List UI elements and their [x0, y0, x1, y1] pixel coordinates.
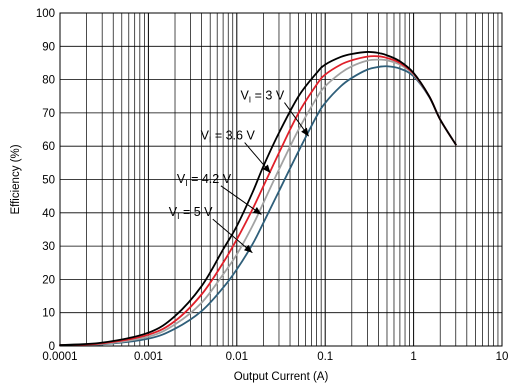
annotation-label: VI = 4.2 V — [177, 172, 232, 188]
series-line-3 — [59, 58, 457, 347]
annotation-label: VI = 3 V — [240, 89, 284, 105]
plot-frame — [59, 12, 503, 347]
grid-layer — [60, 13, 502, 346]
annotation-label: VI = 5 V — [169, 205, 213, 221]
y-tick-label: 20 — [42, 274, 55, 286]
tick-label-layer: 0.0001 0.001 0.01 0.1 1 100102030405060708090… — [36, 8, 509, 363]
series-line-2 — [59, 55, 457, 347]
y-tick-label: 0 — [49, 341, 55, 353]
y-tick-label: 90 — [42, 41, 55, 53]
y-tick-label: 10 — [42, 308, 55, 320]
y-tick-label: 70 — [42, 108, 55, 120]
series-line-4 — [59, 65, 457, 347]
y-tick-label: 100 — [36, 8, 55, 20]
x-axis-title: Output Current (A) — [234, 371, 329, 383]
annotation-arrow-head — [262, 164, 271, 173]
annotation-arrow-line — [220, 185, 262, 215]
y-tick-label: 60 — [42, 141, 55, 153]
y-tick-label: 40 — [42, 208, 55, 220]
annotation-arrow-head — [301, 127, 309, 137]
x-tick-label: 0.001 — [134, 351, 163, 363]
annotation-layer: VI = 3 V VI = 3.6 V VI = 4.2 V VI = 5 V — [169, 89, 310, 254]
series-line-1 — [59, 51, 457, 346]
series-layer — [59, 51, 457, 347]
annotation-arrow-line — [212, 218, 253, 254]
y-tick-label: 80 — [42, 75, 55, 87]
y-tick-label: 50 — [42, 175, 55, 187]
annotation-label: VI = 3.6 V — [201, 129, 256, 145]
y-axis-title: Efficiency (%) — [10, 144, 22, 214]
x-tick-label: 0.01 — [226, 351, 248, 363]
x-tick-label: 10 — [496, 351, 509, 363]
annotation-arrow-head — [252, 206, 262, 215]
y-tick-label: 30 — [42, 241, 55, 253]
x-tick-label: 1 — [410, 351, 416, 363]
x-tick-label: 0.1 — [317, 351, 333, 363]
x-tick-label: 0.0001 — [42, 351, 77, 363]
annotation-arrow-head — [244, 244, 253, 253]
